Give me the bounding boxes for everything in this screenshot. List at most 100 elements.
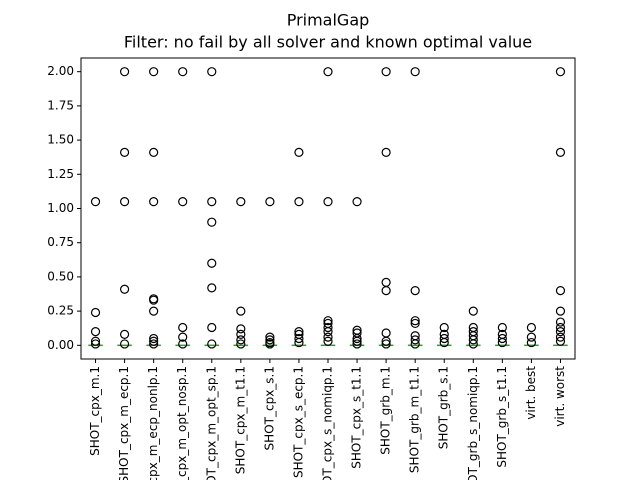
x-tick-label: SHOT_cpx_m_ecp.1 [117,366,131,480]
flier [526,322,537,333]
flier [555,332,566,342]
flier [236,335,246,345]
flier [178,339,188,349]
flier [149,339,159,349]
flier [207,197,217,207]
flier [497,333,507,344]
flier [352,333,362,344]
x-tick-label: SHOT_cpx_s_t1.1 [350,366,364,469]
flier [323,332,333,342]
flier [410,316,420,326]
flier [526,332,537,342]
flier [381,339,391,349]
y-tick-label: 1.50 [47,133,74,147]
flier [207,322,217,333]
flier [468,306,478,316]
flier [381,67,391,77]
flier [265,335,275,345]
flier [265,197,275,207]
flier [207,67,217,77]
flier [207,258,217,268]
flier [236,324,246,334]
x-tick-label: SHOT_grb_s_t1.1 [495,366,509,468]
y-tick-label: 0.50 [47,269,74,283]
flier [178,67,188,77]
flier [207,339,217,349]
flier [555,317,566,327]
flier [555,336,566,346]
x-tick-label: SHOT_cpx_m_opt_nosp.1 [175,366,189,480]
flier [352,339,362,349]
flier [236,339,246,349]
flier [439,333,449,344]
flier [352,336,362,346]
flier [119,197,130,207]
flier [323,336,333,346]
flier [555,67,566,77]
flier [323,327,333,337]
y-tick-label: 1.75 [47,98,74,112]
flier [294,333,304,344]
flier [439,337,449,348]
x-tick-label: SHOT_cpx_s_nomiqp.1 [321,366,335,480]
flier [149,336,159,346]
flier [323,316,333,326]
flier [410,67,420,77]
flier [207,217,217,227]
y-tick-label: 1.00 [47,201,74,215]
flier [439,322,449,333]
flier [381,147,391,158]
x-tick-label: SHOT_grb_s.1 [437,366,451,449]
y-tick-label: 0.25 [47,304,74,318]
flier [323,67,333,77]
flier [555,147,566,158]
flier [90,327,101,337]
flier [119,329,130,339]
flier [207,283,217,293]
x-tick-label: virt. worst [553,366,567,427]
chart-title: PrimalGap [287,11,370,30]
flier [236,306,246,316]
flier [119,284,130,294]
flier [90,307,101,318]
flier [410,335,420,345]
flier [178,332,188,342]
flier [178,197,188,207]
flier [149,147,159,158]
flier [410,339,420,349]
flier [149,295,159,305]
flier [149,306,159,316]
y-tick-label: 0.75 [47,235,74,249]
flier [149,333,159,344]
flier [149,67,159,77]
flier [497,322,507,333]
flier [149,197,159,207]
flier [555,322,566,333]
flier [468,335,478,345]
flier [555,306,566,316]
flier [352,197,362,207]
x-tick-label: SHOT_cpx_m_ecp_nonlp.1 [146,366,160,480]
flier [236,329,246,339]
flier [294,197,304,207]
x-tick-label: SHOT_cpx_m_opt_sp.1 [204,366,218,480]
x-tick-label: SHOT_cpx_s.1 [262,366,276,450]
flier [323,197,333,207]
flier [526,337,537,348]
x-tick-label: SHOT_grb_m_t1.1 [408,366,422,473]
flier [294,337,304,348]
y-tick-label: 1.25 [47,167,74,181]
x-tick-label: SHOT_cpx_m_t1.1 [233,366,247,474]
flier [381,285,391,296]
flier [119,339,130,349]
flier [381,336,391,346]
x-tick-label: SHOT_grb_s_nomiqp.1 [466,366,480,480]
flier [90,197,101,207]
flier [410,318,420,329]
flier [265,339,275,349]
x-tick-label: virt. best [524,366,538,420]
flier [410,285,420,296]
